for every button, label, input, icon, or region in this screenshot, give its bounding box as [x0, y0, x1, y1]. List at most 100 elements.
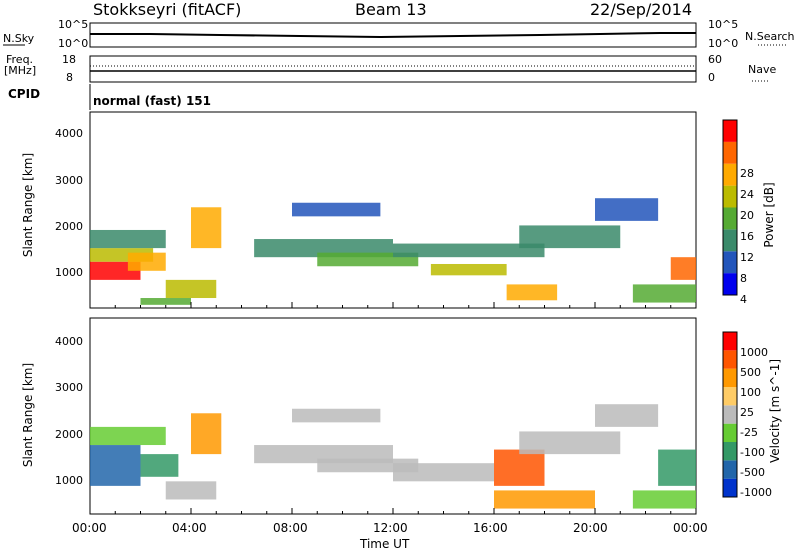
xtick-1: 04:00	[172, 521, 207, 535]
power-colorbar-swatch-1	[723, 251, 737, 274]
power-region-10	[393, 243, 545, 258]
velocity-region-4	[191, 413, 222, 455]
nsky-trace	[90, 32, 696, 39]
freq-label: Freq.	[6, 53, 34, 66]
power-ytick-4000: 4000	[55, 127, 83, 140]
xtick-0: 00:00	[72, 521, 107, 535]
nsky-tick-bottom: 10^0	[58, 37, 89, 50]
power-region-2	[90, 229, 166, 249]
velocity-colorbar	[722, 331, 738, 498]
velocity-colorbar-swatch-0	[723, 478, 737, 497]
power-colorbar-swatch-4	[723, 185, 737, 208]
xtick-2: 08:00	[273, 521, 308, 535]
velocity-ytick-1000: 1000	[55, 474, 83, 487]
velocity-region-1	[90, 426, 166, 446]
velocity-colorbar-swatch-8	[723, 332, 737, 351]
cpid-value: normal (fast) 151	[93, 94, 211, 108]
velocity-cb-tick-m100: -100	[740, 446, 765, 459]
power-region-16	[670, 257, 696, 280]
nsky-tick-top: 10^5	[58, 18, 89, 31]
power-cb-tick-4: 4	[740, 293, 747, 306]
power-colorbar-frame	[722, 119, 738, 296]
velocity-colorbar-swatch-2	[723, 442, 737, 461]
cpid-label: CPID	[8, 87, 41, 101]
xtick-5: 20:00	[573, 521, 608, 535]
power-ytick-1000: 1000	[55, 266, 83, 279]
velocity-cb-tick-500: 500	[740, 366, 761, 379]
power-region-13	[519, 225, 621, 249]
velocity-colorbar-frame	[722, 331, 738, 498]
beam-title: Beam 13	[355, 0, 427, 19]
nsearch-tick-top: 10^5	[708, 18, 739, 31]
power-ytick-2000: 2000	[55, 220, 83, 233]
velocity-region-6	[292, 408, 381, 423]
velocity-region-10	[494, 490, 595, 509]
velocity-colorbar-swatch-6	[723, 368, 737, 387]
power-colorbar-swatch-7	[723, 120, 737, 142]
velocity-ytick-4000: 4000	[55, 335, 83, 348]
station-title: Stokkseyri (fitACF)	[93, 0, 242, 19]
freq-tick-top: 18	[62, 53, 76, 66]
velocity-region-2	[140, 454, 179, 477]
power-region-5	[140, 298, 191, 305]
power-region-15	[632, 284, 696, 303]
power-cb-tick-20: 20	[740, 209, 754, 222]
velocity-colorbar-swatch-7	[723, 350, 737, 369]
velocity-region-13	[632, 490, 696, 509]
power-cb-tick-8: 8	[740, 272, 747, 285]
nave-tick-top: 60	[708, 53, 722, 66]
velocity-data	[90, 404, 696, 509]
xtick-4: 16:00	[473, 521, 508, 535]
power-colorbar	[722, 119, 738, 296]
xaxis-label: Time UT	[360, 537, 410, 551]
velocity-cb-tick-25: 25	[740, 406, 754, 419]
velocity-cb-tick-m500: -500	[740, 466, 765, 479]
power-region-14	[595, 198, 659, 221]
nsearch-label: N.Search	[745, 30, 795, 43]
nave-tick-bottom: 0	[708, 71, 715, 84]
velocity-region-0	[90, 445, 141, 486]
power-cb-tick-24: 24	[740, 188, 754, 201]
power-data	[90, 198, 696, 305]
velocity-region-14	[658, 449, 696, 486]
power-ytick-3000: 3000	[55, 174, 83, 187]
power-colorbar-swatch-2	[723, 229, 737, 252]
power-colorbar-swatch-6	[723, 141, 737, 164]
freq-panel-frame	[89, 55, 697, 83]
velocity-cb-tick-m25: -25	[740, 426, 758, 439]
velocity-colorbar-swatch-3	[723, 423, 737, 442]
power-region-8	[292, 202, 381, 217]
velocity-region-9	[494, 449, 545, 486]
velocity-region-11	[519, 431, 621, 455]
velocity-region-3	[165, 481, 217, 500]
axis-ticks	[89, 302, 697, 514]
power-region-12	[506, 284, 558, 301]
power-colorbar-swatch-0	[723, 273, 737, 295]
nsky-label: N.Sky	[3, 32, 35, 45]
velocity-region-8	[393, 463, 494, 482]
date-title: 22/Sep/2014	[590, 0, 693, 19]
velocity-colorbar-swatch-5	[723, 387, 737, 406]
freq-unit-label: [MHz]	[4, 64, 37, 77]
power-region-6	[191, 207, 222, 249]
velocity-cb-tick-1000: 1000	[740, 346, 768, 359]
power-colorbar-swatch-3	[723, 207, 737, 230]
xtick-6: 00:00	[673, 521, 708, 535]
velocity-cb-tick-m1000: -1000	[740, 486, 772, 499]
velocity-ytick-2000: 2000	[55, 428, 83, 441]
velocity-region-5	[254, 445, 393, 464]
power-cb-tick-28: 28	[740, 167, 754, 180]
power-cb-tick-12: 12	[740, 251, 754, 264]
power-colorbar-swatch-5	[723, 163, 737, 186]
velocity-ytick-3000: 3000	[55, 381, 83, 394]
freq-tick-bottom: 8	[66, 71, 73, 84]
velocity-cb-tick-100: 100	[740, 386, 761, 399]
power-region-4	[165, 279, 217, 299]
power-cb-tick-16: 16	[740, 230, 754, 243]
xtick-3: 12:00	[373, 521, 408, 535]
power-region-11	[430, 263, 507, 276]
velocity-colorbar-swatch-4	[723, 405, 737, 424]
velocity-colorbar-swatch-1	[723, 460, 737, 479]
nave-label: Nave	[748, 63, 777, 76]
